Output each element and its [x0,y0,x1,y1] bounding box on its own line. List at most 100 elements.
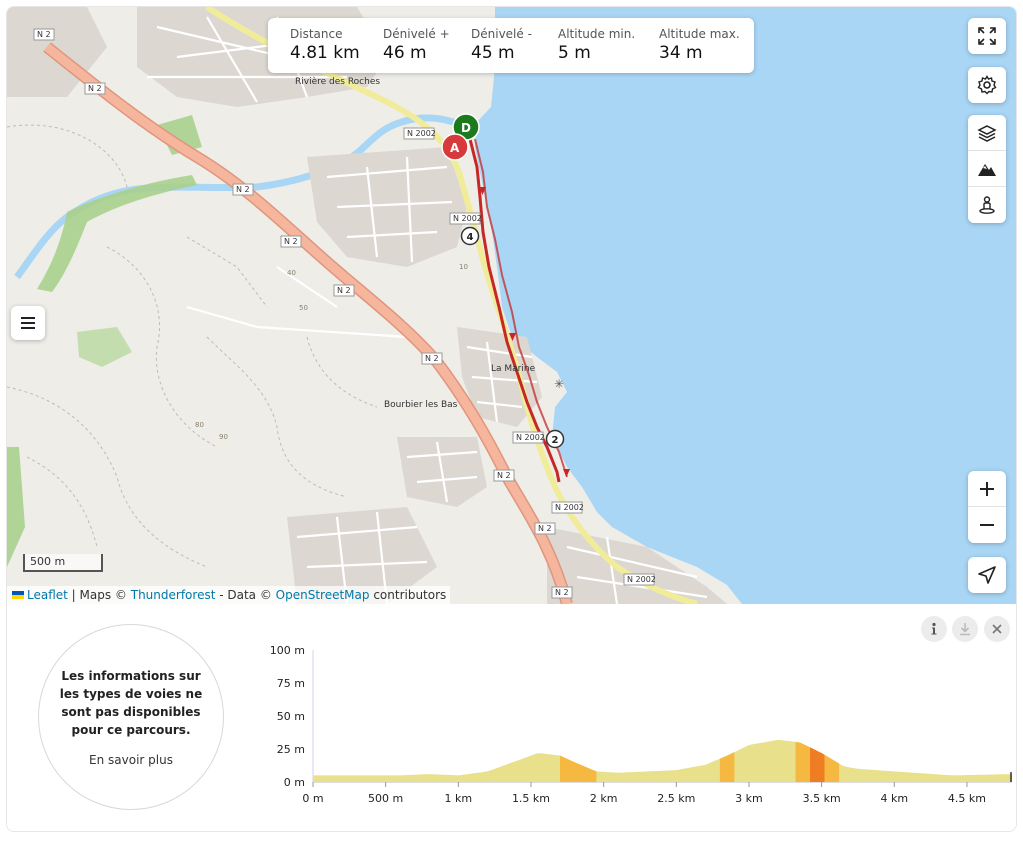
elevation-profile [313,739,1012,782]
svg-text:D: D [461,121,471,135]
stat-value: 46 m [383,43,427,63]
info-button[interactable] [921,616,947,642]
svg-text:N 2002: N 2002 [627,575,656,584]
svg-text:N 2: N 2 [284,237,298,246]
menu-button[interactable] [11,306,45,340]
route-stats: Distance 4.81 km Dénivelé + 46 m Dénivel… [268,18,754,73]
chart-axes [312,650,1012,787]
x-tick-label: 0 m [302,792,323,805]
slope-segment [719,752,735,782]
footpaths [7,124,378,568]
forest [7,447,25,567]
svg-text:4: 4 [467,232,474,243]
svg-text:N 2: N 2 [555,588,569,597]
leaflet-link[interactable]: Leaflet [27,588,68,602]
elevation-area [313,739,1012,782]
street-view-button[interactable] [968,187,1006,223]
road-label: N 2002 [449,212,482,225]
contour-label: 40 [287,269,296,277]
download-icon [960,623,970,636]
road-label: N 2 [33,28,55,41]
svg-text:N 2: N 2 [337,286,351,295]
road-label: N 2 [333,284,355,297]
x-axis-labels: 0 m 500 m 1 km 1.5 km 2 km 2.5 km 3 km 3.5 km 4 … [302,792,986,805]
layers-button[interactable] [968,115,1006,151]
attribution-text: contributors [369,588,447,602]
locate-button[interactable] [968,557,1006,593]
download-button[interactable] [952,616,978,642]
settings-button[interactable] [968,67,1006,103]
svg-text:N 2: N 2 [425,354,439,363]
x-tick-label: 4.5 km [948,792,986,805]
road-label: N 2 [421,352,443,365]
svg-text:N 2002: N 2002 [407,129,436,138]
zoom-in-icon [980,481,994,496]
svg-text:N 2002: N 2002 [453,214,482,223]
stat-label: Distance [290,27,343,41]
fullscreen-button[interactable] [968,18,1006,54]
road-label: N 2 [232,183,254,196]
map-canvas[interactable]: N 2 N 2 N 2 N 2 N 2 [7,7,1017,604]
x-tick-label: 500 m [368,792,403,805]
x-tick-label: 1 km [445,792,473,805]
attribution-text: - Data © [215,588,276,602]
road-label: N 2 [534,522,556,535]
road-label: N 2 [493,469,515,482]
road-label: N 2 [84,82,106,95]
stat-value: 4.81 km [290,43,360,63]
x-tick-label: 2 km [590,792,618,805]
sea [475,7,1016,604]
stat-value: 5 m [558,43,591,63]
map[interactable]: N 2 N 2 N 2 N 2 N 2 [7,7,1017,604]
expand-icon [978,27,996,45]
y-tick-label: 0 m [284,776,305,789]
road-n2 [44,43,572,604]
attribution-text: | Maps © [67,588,131,602]
road-label: N 2002 [512,431,545,444]
place-label: Bourbier les Bas [384,400,458,410]
road-label: N 2002 [403,127,436,140]
zoom-in-button[interactable] [968,471,1006,507]
stat-elevation-gain: Dénivelé + 46 m [383,27,471,73]
contour-label: 10 [459,263,468,271]
y-tick-label: 75 m [277,677,305,690]
contour-label: 90 [219,433,228,441]
km-marker-2[interactable]: 2 [545,429,565,449]
learn-more-link[interactable]: En savoir plus [89,753,173,767]
slope-segment [795,741,810,782]
stat-value: 45 m [471,43,515,63]
zoom-out-icon [980,524,994,526]
stat-label: Dénivelé - [471,27,532,41]
stat-label: Altitude min. [558,27,636,41]
menu-icon [21,317,35,329]
osm-link[interactable]: OpenStreetMap [275,588,370,602]
locate-icon [978,566,996,584]
svg-text:N 2002: N 2002 [516,433,545,442]
close-button[interactable] [984,616,1010,642]
place-label: La Marine [491,364,536,374]
svg-text:N 2002: N 2002 [555,503,584,512]
road-label: N 2 [280,235,302,248]
forest [37,175,197,292]
stat-value: 34 m [659,43,703,63]
thunderforest-link[interactable]: Thunderforest [130,588,216,602]
slope-segment [824,754,840,782]
contour-label: 80 [195,421,204,429]
end-marker[interactable]: A [441,133,469,161]
route-viewer: N 2 N 2 N 2 N 2 N 2 [6,6,1017,832]
svg-text:N 2: N 2 [88,84,102,93]
road-label: N 2 [551,586,573,599]
svg-text:N 2: N 2 [538,524,552,533]
zoom-out-button[interactable] [968,507,1006,543]
svg-text:2: 2 [552,435,559,446]
svg-text:N 2: N 2 [497,471,511,480]
svg-text:N 2: N 2 [37,30,51,39]
terrain-button[interactable] [968,151,1006,187]
y-axis-labels: 100 m 75 m 50 m 25 m 0 m [270,644,305,789]
elevation-chart[interactable]: 100 m 75 m 50 m 25 m 0 m 0 m 500 m 1 km 1.5 km 2… [257,634,1012,824]
place-label: Rivière des Roches [295,76,380,87]
elevation-panel: Les informations sur les types de voies … [7,604,1016,831]
contour-label: 50 [299,304,308,312]
km-marker-4[interactable]: 4 [460,226,480,246]
route-line [474,138,568,478]
